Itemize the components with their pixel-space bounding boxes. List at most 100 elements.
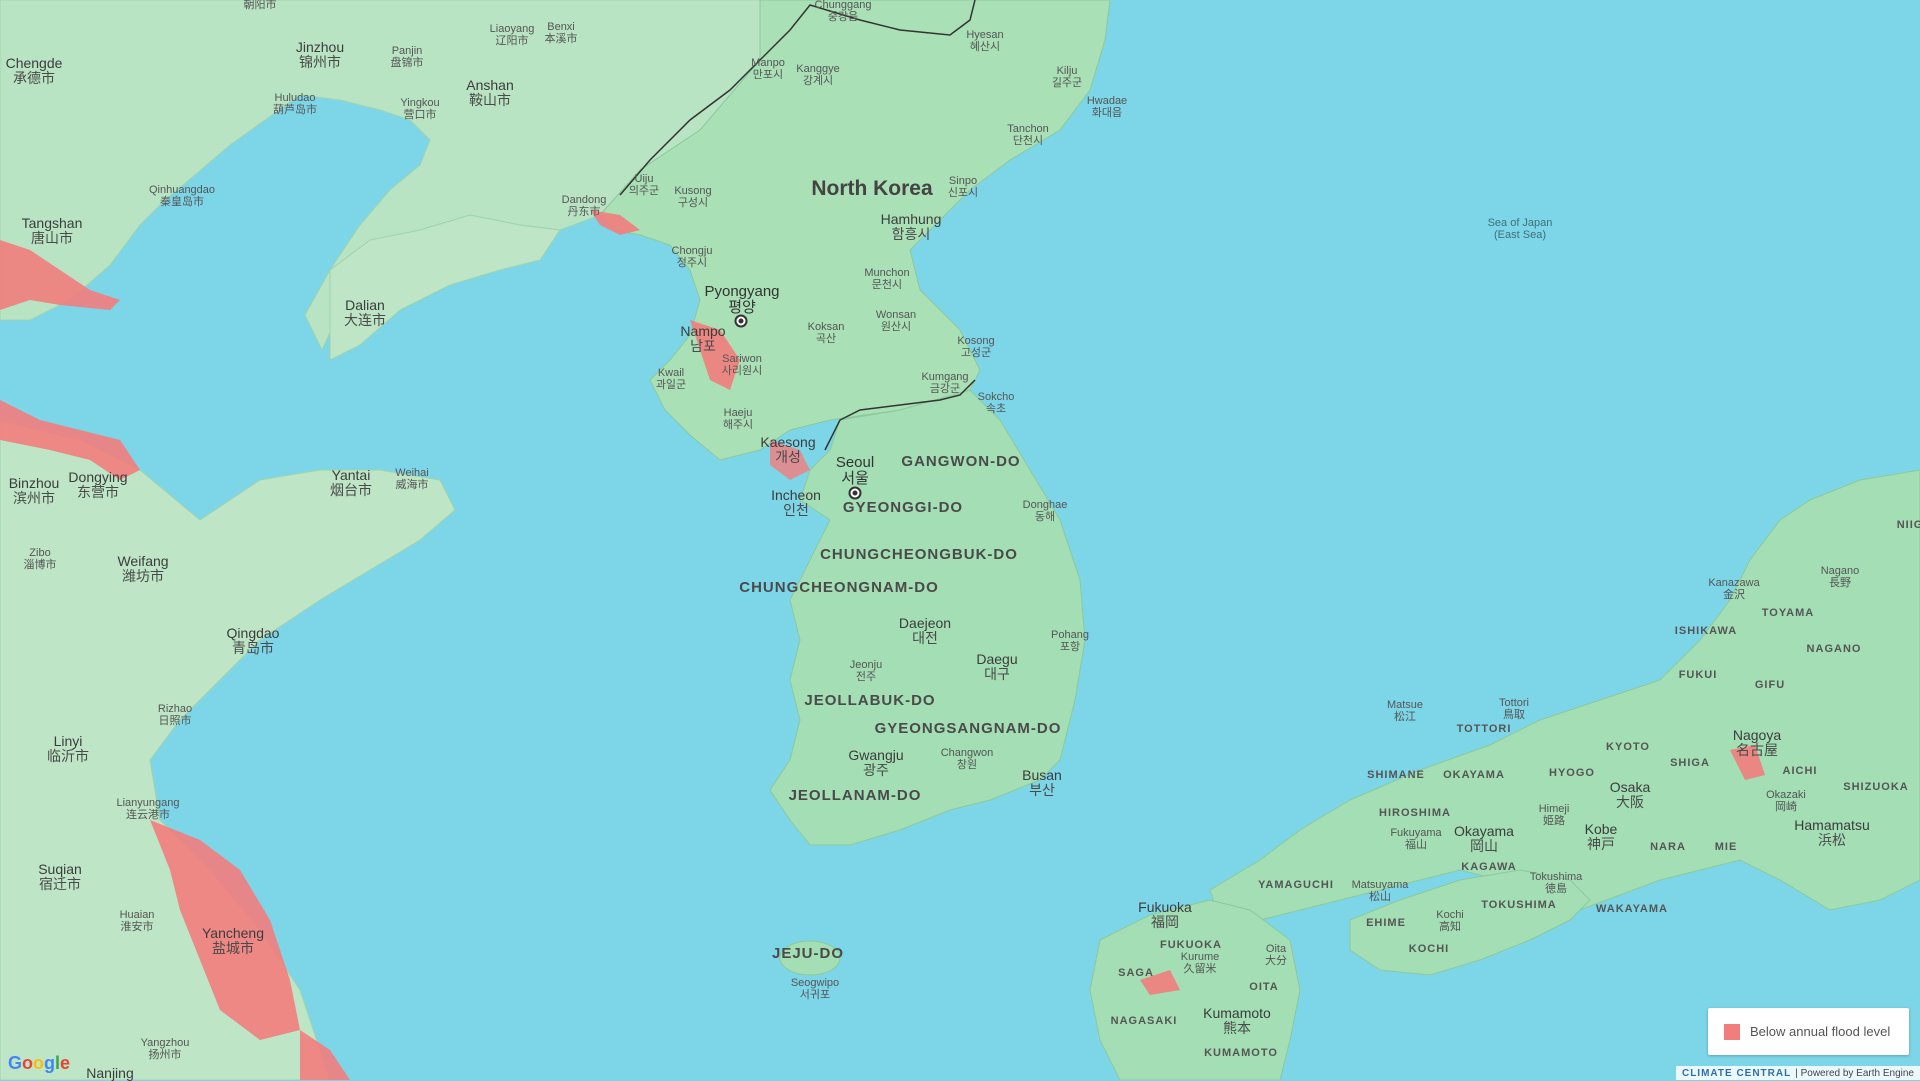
land-china-north bbox=[0, 0, 761, 352]
city-kwail: Kwail 과일군 bbox=[655, 367, 687, 391]
region-okayama: OKAYAMA bbox=[1443, 769, 1505, 781]
city-nanjing: Nanjing bbox=[86, 1065, 134, 1081]
city-uiju: Uiju 의주군 bbox=[628, 173, 660, 197]
google-logo-letter: o bbox=[33, 1053, 45, 1073]
region-kochi: KOCHI bbox=[1408, 943, 1450, 955]
google-logo-letter: g bbox=[44, 1053, 56, 1073]
city-sariwon: Sariwon 사리원시 bbox=[721, 353, 763, 377]
city-suqian: Suqian 宿迁市 bbox=[38, 861, 82, 892]
city-weifang: Weifang 潍坊市 bbox=[117, 553, 169, 584]
region-kyoto: KYOTO bbox=[1606, 741, 1650, 753]
google-logo-letter: G bbox=[8, 1053, 23, 1073]
legend: Below annual flood level bbox=[1708, 1008, 1909, 1055]
city-himeji: Himeji 姫路 bbox=[1538, 803, 1570, 827]
region-fukuoka: FUKUOKA bbox=[1160, 939, 1222, 951]
city-huaian: Huaian 淮安市 bbox=[119, 909, 155, 933]
city-kumamoto: Kumamoto 熊本 bbox=[1203, 1005, 1271, 1036]
city-rizhao: Rizhao 日照市 bbox=[157, 703, 193, 727]
city-kilju: Kilju 길주군 bbox=[1051, 65, 1083, 89]
city-jinzhou: Jinzhou 锦州市 bbox=[295, 39, 345, 70]
city-dalian: Dalian 大连市 bbox=[344, 297, 386, 328]
region-jeonnam: JEOLLANAM-DO bbox=[788, 787, 922, 804]
region-nara: NARA bbox=[1650, 841, 1686, 853]
region-nagano: NAGANO bbox=[1806, 643, 1862, 655]
city-munchon: Munchon 문천시 bbox=[864, 267, 910, 291]
region-gyeongnam: GYEONGSANGNAM-DO bbox=[874, 720, 1062, 737]
flood-area-binzhou bbox=[0, 400, 140, 480]
sea-label-japan: Sea of Japan (East Sea) bbox=[1487, 217, 1553, 241]
google-logo-letter: l bbox=[55, 1053, 61, 1073]
flood-area-yancheng bbox=[150, 820, 300, 1040]
flood-area-bohai bbox=[0, 240, 120, 310]
city-anshan: Anshan 鞍山市 bbox=[466, 77, 514, 108]
city-donghae: Donghae 동해 bbox=[1022, 499, 1068, 523]
flood-area-incheon bbox=[770, 440, 810, 480]
city-benxi: Benxi 本溪市 bbox=[544, 21, 578, 45]
attribution-bar: CLIMATE CENTRAL | Powered by Earth Engin… bbox=[1675, 1066, 1920, 1080]
city-tokushima: Tokushima 徳島 bbox=[1529, 871, 1583, 895]
city-hwadae: Hwadae 화대읍 bbox=[1086, 95, 1128, 119]
city-lianyungang: Lianyungang 连云港市 bbox=[116, 797, 180, 821]
city-dandong: Dandong 丹东市 bbox=[561, 194, 607, 218]
land-honshu bbox=[1209, 469, 1920, 921]
region-shiga: SHIGA bbox=[1670, 757, 1710, 769]
flood-area-saga bbox=[1140, 970, 1180, 995]
land-shikoku bbox=[1349, 869, 1591, 976]
city-kusong: Kusong 구성시 bbox=[674, 185, 712, 209]
city-tottori: Tottori 鳥取 bbox=[1499, 697, 1529, 721]
city-linyi: Linyi 临沂市 bbox=[47, 733, 89, 764]
city-okayama: Okayama 岡山 bbox=[1454, 823, 1514, 854]
city-wonsan: Wonsan 원산시 bbox=[875, 309, 917, 333]
city-oita: Oita 大分 bbox=[1265, 943, 1287, 967]
city-hyesan: Hyesan 혜산시 bbox=[966, 29, 1004, 53]
capital-marker-pyongyang[interactable] bbox=[734, 314, 748, 328]
city-yingkou: Yingkou 营口市 bbox=[400, 97, 440, 121]
land-jeju bbox=[779, 940, 841, 976]
city-qingdao: Qingdao 青岛市 bbox=[226, 625, 280, 656]
city-binzhou: Binzhou 滨州市 bbox=[8, 475, 60, 506]
land-south-korea bbox=[769, 389, 1086, 846]
city-kanggye: Kanggye 강계시 bbox=[796, 63, 840, 87]
city-fukuyama: Fukuyama 福山 bbox=[1390, 827, 1442, 851]
region-tottori: TOTTORI bbox=[1456, 723, 1512, 735]
city-pohang: Pohang 포항 bbox=[1051, 629, 1089, 653]
region-niig: NIIG bbox=[1896, 519, 1920, 531]
city-yantai: Yantai 烟台市 bbox=[330, 467, 372, 498]
region-kagawa: KAGAWA bbox=[1461, 861, 1517, 873]
city-kurume: Kurume 久留米 bbox=[1180, 951, 1220, 975]
region-jeju: JEJU-DO bbox=[771, 945, 845, 962]
city-nagano: Nagano 長野 bbox=[1820, 565, 1860, 589]
capital-marker-seoul[interactable] bbox=[848, 486, 862, 500]
region-ishikawa: ISHIKAWA bbox=[1674, 625, 1738, 637]
region-saga: SAGA bbox=[1118, 967, 1154, 979]
region-wakayama: WAKAYAMA bbox=[1596, 903, 1668, 915]
city-hamamatsu: Hamamatsu 浜松 bbox=[1794, 817, 1870, 848]
city-gwangju: Gwangju 광주 bbox=[848, 747, 904, 778]
city-tanchon: Tanchon 단천시 bbox=[1007, 123, 1049, 147]
region-nagasaki: NAGASAKI bbox=[1110, 1015, 1178, 1027]
region-yamaguchi: YAMAGUCHI bbox=[1258, 879, 1334, 891]
region-toyama: TOYAMA bbox=[1761, 607, 1815, 619]
city-hamhung: Hamhung 함흥시 bbox=[880, 211, 942, 242]
city-kaesong: Kaesong 개성 bbox=[760, 434, 816, 465]
city-weihai: Weihai 威海市 bbox=[395, 467, 429, 491]
region-gifu: GIFU bbox=[1754, 679, 1786, 691]
region-chungbuk: CHUNGCHEONGBUK-DO bbox=[820, 546, 1018, 563]
city-nampo: Nampo 남포 bbox=[680, 323, 726, 354]
powered-by-text[interactable]: | Powered by Earth Engine bbox=[1795, 1067, 1914, 1079]
city-daejeon: Daejeon 대전 bbox=[898, 615, 952, 646]
city-pyongyang: Pyongyang 평양 bbox=[704, 283, 780, 316]
city-chaoyang: 朝阳市 bbox=[243, 0, 277, 11]
flood-area-yancheng-south bbox=[300, 1030, 350, 1080]
climate-central-logo[interactable]: CLIMATE CENTRAL bbox=[1681, 1067, 1792, 1079]
region-jeonbuk: JEOLLABUK-DO bbox=[804, 692, 936, 709]
city-seogwipo: Seogwipo 서귀포 bbox=[790, 977, 840, 1001]
city-sinpo: Sinpo 신포시 bbox=[947, 175, 979, 199]
city-kobe: Kobe 神戸 bbox=[1584, 821, 1618, 852]
google-logo[interactable]: Google bbox=[8, 1053, 70, 1074]
region-gangwon: GANGWON-DO bbox=[901, 453, 1021, 470]
region-gyeonggi: GYEONGGI-DO bbox=[842, 499, 964, 516]
region-hyogo: HYOGO bbox=[1549, 767, 1595, 779]
land-liaodong bbox=[329, 214, 561, 361]
